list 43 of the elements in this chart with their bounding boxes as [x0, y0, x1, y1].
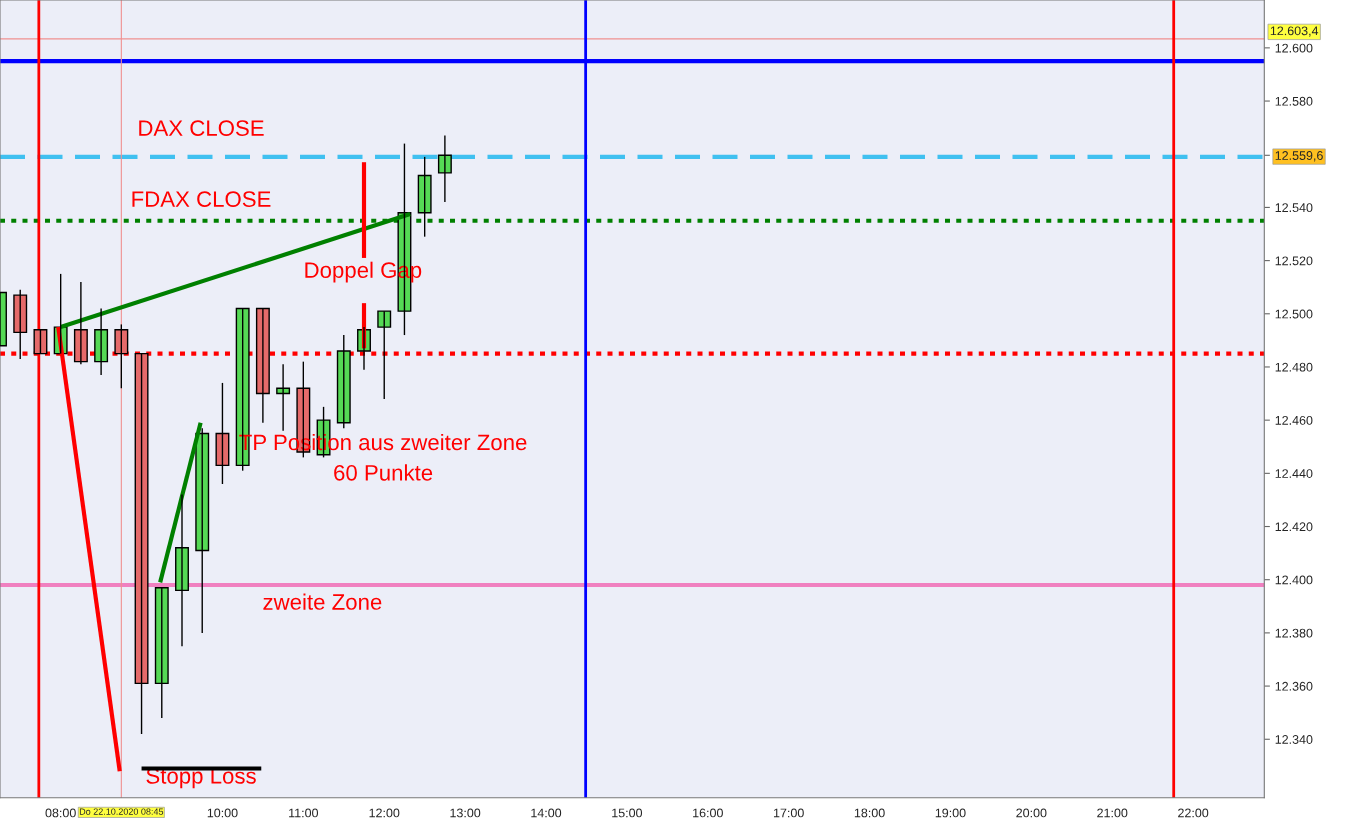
candlestick — [154, 586, 169, 719]
x-tick-label: 17:00 — [773, 808, 804, 818]
candlestick — [336, 334, 351, 429]
y-tick-label: 12.480 — [1275, 362, 1313, 372]
ref-line-label: 12.603,4 — [1270, 26, 1319, 37]
y-tick-label: 12.580 — [1275, 96, 1313, 106]
candlestick — [417, 156, 432, 238]
x-tick-label: 08:00 — [45, 808, 76, 818]
y-tick-label: 12.520 — [1275, 256, 1313, 266]
y-tick-label: 12.559,6 — [1275, 151, 1323, 162]
x-tick-label: 12:00 — [369, 808, 400, 818]
candlestick — [13, 289, 28, 360]
x-tick-label: 18:00 — [854, 808, 885, 818]
candlestick — [377, 310, 392, 400]
annotation: DAX CLOSE — [139, 120, 264, 136]
y-tick-label: 12.600 — [1275, 43, 1313, 53]
y-tick-label: 12.360 — [1275, 681, 1313, 691]
y-tick-label: 12.420 — [1275, 522, 1313, 532]
x-tick-label: 15:00 — [612, 808, 643, 818]
annotation: FDAX CLOSE — [132, 191, 271, 207]
x-tick-label: 10:00 — [207, 808, 238, 818]
y-tick-label: 12.540 — [1275, 203, 1313, 213]
annotation: zweite Zone — [263, 593, 382, 610]
candlestick — [195, 427, 210, 634]
y-tick-label: 12.500 — [1275, 309, 1313, 319]
x-tick-label: 14:00 — [531, 808, 562, 818]
x-tick-label: 19:00 — [935, 808, 966, 818]
candlestick — [114, 323, 129, 389]
x-tick-label: 20:00 — [1016, 808, 1047, 818]
x-tick-label: 11:00 — [289, 808, 319, 818]
y-tick-label: 12.400 — [1275, 575, 1313, 585]
candlestick — [134, 352, 149, 735]
x-tick-label: 22:00 — [1178, 808, 1209, 818]
x-tick-label: Do 22.10.2020 08:45 — [79, 808, 164, 815]
x-tick-label: 16:00 — [693, 808, 723, 818]
x-tick-label: 13:00 — [450, 808, 481, 818]
y-tick-label: 12.460 — [1275, 415, 1313, 425]
candlestick — [215, 382, 230, 485]
x-tick-label: 21:00 — [1097, 808, 1128, 818]
y-tick-label: 12.440 — [1275, 469, 1313, 478]
candlestick — [33, 329, 48, 355]
y-tick-label: 12.340 — [1275, 735, 1313, 744]
y-tick-label: 12.380 — [1275, 628, 1313, 638]
